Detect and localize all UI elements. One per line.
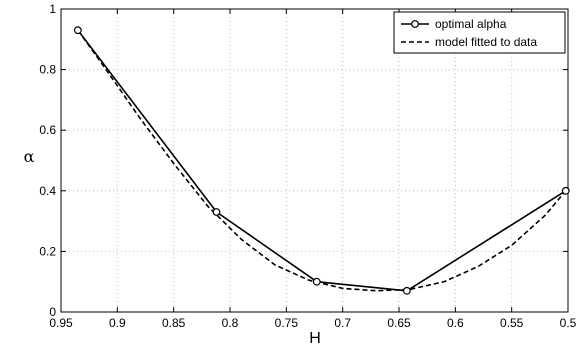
x-tick-label: 0.9 (109, 316, 126, 330)
legend-marker-optimal-alpha (411, 20, 419, 28)
axis-ticks (60, 8, 569, 313)
y-tick-label: 0.6 (39, 123, 56, 137)
data-point-optimal-alpha (402, 286, 411, 295)
x-tick-label: 0.7 (334, 316, 351, 330)
x-tick-label: 0.85 (162, 316, 186, 330)
x-tick-label: 0.75 (275, 316, 299, 330)
data-point-optimal-alpha (561, 186, 570, 195)
series-line-model-fitted (77, 29, 567, 292)
y-tick-labels: 0 0.2 0.4 0.6 0.8 1 (39, 2, 56, 319)
legend-label-optimal-alpha: optimal alpha (435, 17, 507, 31)
legend: optimal alpha model fitted to data (393, 11, 566, 54)
y-tick-label: 0.4 (39, 184, 56, 198)
y-tick-label: 0 (49, 305, 56, 319)
y-tick-label: 1 (49, 2, 56, 16)
y-tick-label: 0.2 (39, 244, 56, 258)
x-tick-label: 0.95 (49, 316, 73, 330)
x-tick-label: 0.55 (500, 316, 524, 330)
data-point-optimal-alpha (73, 26, 82, 35)
x-axis-label: H (309, 330, 321, 347)
x-tick-label: 0.8 (222, 316, 239, 330)
y-tick-label: 0.8 (39, 63, 56, 77)
data-point-optimal-alpha (212, 208, 221, 216)
x-tick-label: 0.65 (387, 316, 411, 330)
x-tick-label: 0.6 (447, 316, 464, 330)
x-tick-label: 0.5 (560, 316, 577, 330)
grid-lines (61, 9, 568, 312)
legend-box (393, 11, 566, 54)
data-point-optimal-alpha (312, 277, 321, 286)
plot-area-frame (60, 8, 569, 313)
y-axis-label: α (24, 147, 35, 166)
series-layer (73, 26, 570, 295)
legend-label-model-fitted: model fitted to data (435, 35, 537, 49)
x-tick-labels: 0.95 0.9 0.85 0.8 0.75 0.7 0.65 0.6 0.55 0.5 (49, 316, 576, 330)
